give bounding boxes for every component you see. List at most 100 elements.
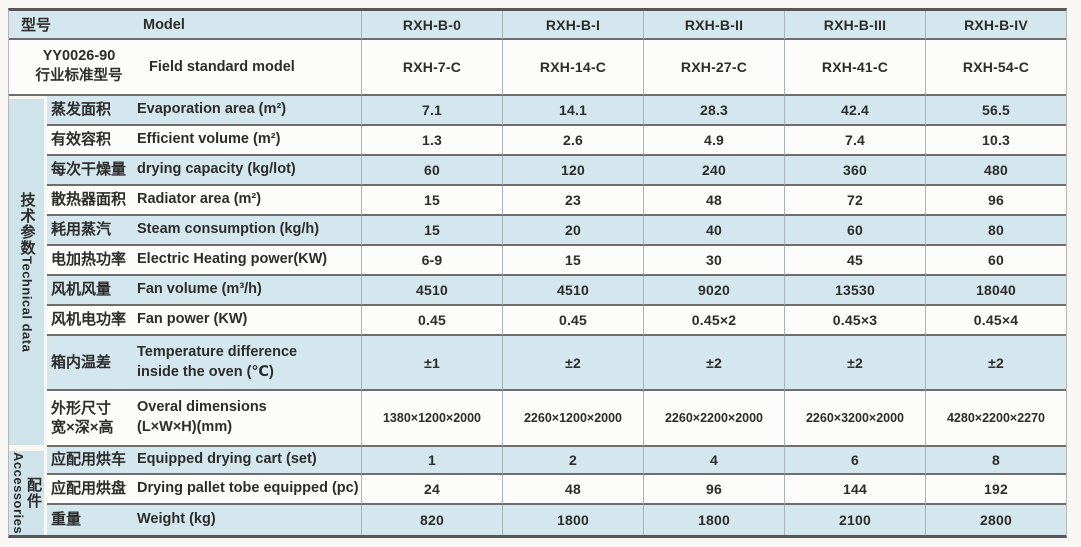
standard-value-cell: RXH-7-C — [361, 40, 502, 96]
spec-value-cell: ±1 — [361, 336, 502, 391]
spec-value-cell: 4510 — [502, 276, 643, 306]
spec-value-cell: 1380×1200×2000 — [361, 391, 502, 447]
model-label-cn: 型号 — [21, 17, 52, 34]
spec-value-cell: 14.1 — [502, 96, 643, 126]
spec-value-cell: 1 — [361, 447, 502, 475]
spec-value-cell: 96 — [925, 186, 1066, 216]
spec-value-cell: 0.45 — [502, 306, 643, 336]
spec-row-label-cn: 重量 — [51, 511, 82, 529]
model-value-cell: RXH-B-0 — [361, 11, 502, 40]
spec-value-cell: 0.45×2 — [643, 306, 784, 336]
spec-row-label-en: drying capacity (kg/lot) — [137, 161, 296, 178]
spec-value-cell: 7.1 — [361, 96, 502, 126]
spec-row-label: 应配用烘车 Equipped drying cart (set) — [47, 447, 361, 475]
spec-value-cell: 18040 — [925, 276, 1066, 306]
spec-value-cell: 360 — [784, 156, 925, 186]
spec-value-cell: 1.3 — [361, 126, 502, 156]
spec-row-label-cn: 应配用烘车 — [51, 451, 127, 469]
spec-value-cell: 60 — [361, 156, 502, 186]
spec-row-label-en: Drying pallet tobe equipped (pc) — [137, 480, 359, 497]
spec-value-cell: 15 — [502, 246, 643, 276]
spec-row-label-cn: 有效容积 — [51, 131, 112, 149]
section-strip-accessories: Accessories 配件 — [9, 447, 47, 535]
spec-row-label-en: Evaporation area (m²) — [137, 101, 287, 118]
standard-header-cell: YY0026-90 行业标准型号 Field standard model — [9, 40, 361, 96]
spec-value-cell: 2800 — [925, 505, 1066, 535]
spec-value-cell: 2260×2200×2000 — [643, 391, 784, 447]
spec-row-label: 应配用烘盘 Drying pallet tobe equipped (pc) — [47, 475, 361, 505]
section-label-cn: 技术参数 — [18, 191, 36, 256]
spec-row-label-cn: 蒸发面积 — [51, 101, 112, 119]
spec-value-cell: 0.45×4 — [925, 306, 1066, 336]
spec-value-cell: 192 — [925, 475, 1066, 505]
spec-value-cell: 4.9 — [643, 126, 784, 156]
spec-row-label-en: Steam consumption (kg/h) — [137, 221, 320, 238]
model-value-cell: RXH-B-II — [643, 11, 784, 40]
spec-row-label-en: Electric Heating power(KW) — [137, 251, 328, 268]
spec-value-cell: 7.4 — [784, 126, 925, 156]
spec-value-cell: 96 — [643, 475, 784, 505]
spec-value-cell: 1800 — [643, 505, 784, 535]
spec-value-cell: 13530 — [784, 276, 925, 306]
spec-value-cell: 15 — [361, 186, 502, 216]
spec-row-label-cn: 散热器面积 — [51, 191, 127, 209]
standard-value-cell: RXH-41-C — [784, 40, 925, 96]
spec-row-label-en: Weight (kg) — [137, 511, 216, 528]
spec-value-cell: 8 — [925, 447, 1066, 475]
spec-row-label-cn: 每次干燥量 — [51, 161, 127, 179]
spec-row-label: 耗用蒸汽 Steam consumption (kg/h) — [47, 216, 361, 246]
spec-row-label: 有效容积 Efficient volume (m²) — [47, 126, 361, 156]
spec-value-cell: 30 — [643, 246, 784, 276]
spec-value-cell: 40 — [643, 216, 784, 246]
spec-row-label: 每次干燥量 drying capacity (kg/lot) — [47, 156, 361, 186]
spec-value-cell: 45 — [784, 246, 925, 276]
spec-value-cell: 6-9 — [361, 246, 502, 276]
model-value-cell: RXH-B-I — [502, 11, 643, 40]
spec-value-cell: 1800 — [502, 505, 643, 535]
spec-value-cell: 0.45 — [361, 306, 502, 336]
spec-value-cell: 0.45×3 — [784, 306, 925, 336]
model-header-cell: 型号 Model — [9, 11, 361, 40]
spec-row-label: 外形尺寸 宽×深×高 Overal dimensions (L×W×H)(mm) — [47, 391, 361, 447]
section-label-en: Accessories — [11, 451, 26, 535]
spec-row-label-cn: 耗用蒸汽 — [51, 221, 112, 239]
model-value-cell: RXH-B-IV — [925, 11, 1066, 40]
spec-value-cell: 60 — [784, 216, 925, 246]
spec-value-cell: 820 — [361, 505, 502, 535]
spec-row-label-cn: 风机风量 — [51, 281, 112, 299]
spec-value-cell: 6 — [784, 447, 925, 475]
spec-value-cell: 2100 — [784, 505, 925, 535]
spec-row-label-en: Radiator area (m²) — [137, 191, 262, 208]
section-strip-accessories-text: Accessories 配件 — [11, 451, 42, 535]
standard-value-cell: RXH-27-C — [643, 40, 784, 96]
spec-value-cell: 15 — [361, 216, 502, 246]
model-label-en: Model — [143, 16, 185, 33]
model-value-cell: RXH-B-III — [784, 11, 925, 40]
spec-value-cell: 80 — [925, 216, 1066, 246]
spec-value-cell: 72 — [784, 186, 925, 216]
spec-value-cell: 480 — [925, 156, 1066, 186]
spec-row-label: 风机电功率 Fan power (KW) — [47, 306, 361, 336]
standard-label-cn: YY0026-90 行业标准型号 — [35, 48, 123, 84]
spec-value-cell: 2 — [502, 447, 643, 475]
spec-value-cell: 56.5 — [925, 96, 1066, 126]
spec-value-cell: 2260×1200×2000 — [502, 391, 643, 447]
spec-value-cell: ±2 — [925, 336, 1066, 391]
standard-value-cell: RXH-54-C — [925, 40, 1066, 96]
spec-row-label: 箱内温差 Temperature difference inside the ov… — [47, 336, 361, 391]
spec-row-label-en: Efficient volume (m²) — [137, 131, 281, 148]
spec-value-cell: 120 — [502, 156, 643, 186]
spec-value-cell: 48 — [643, 186, 784, 216]
section-label-en: Technical data — [19, 255, 35, 353]
spec-row-label: 电加热功率 Electric Heating power(KW) — [47, 246, 361, 276]
spec-value-cell: 10.3 — [925, 126, 1066, 156]
spec-value-cell: ±2 — [643, 336, 784, 391]
spec-value-cell: 42.4 — [784, 96, 925, 126]
spec-value-cell: 24 — [361, 475, 502, 505]
standard-value-cell: RXH-14-C — [502, 40, 643, 96]
spec-value-cell: ±2 — [784, 336, 925, 391]
spec-row-label: 散热器面积 Radiator area (m²) — [47, 186, 361, 216]
spec-value-cell: 60 — [925, 246, 1066, 276]
spec-value-cell: 4510 — [361, 276, 502, 306]
